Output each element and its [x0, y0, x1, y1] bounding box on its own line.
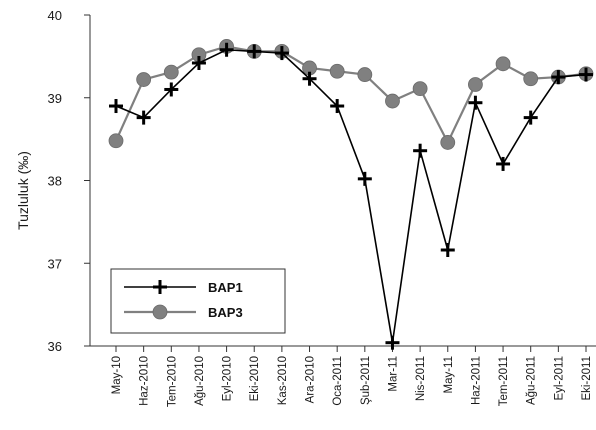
point-bap1	[219, 42, 234, 57]
point-bap3	[357, 67, 373, 82]
x-tick-label: Eki-2010	[249, 356, 261, 401]
point-bap1	[413, 143, 428, 158]
point-bap1	[496, 156, 511, 171]
x-tick-label: Kas-2010	[277, 356, 289, 405]
point-bap3	[523, 71, 539, 87]
point-bap1	[440, 243, 455, 258]
point-bap3	[440, 135, 456, 150]
x-tick-label: Eyl-2010	[222, 356, 234, 401]
x-axis: May-10 Haz-2010 Tem-2010 Ağu-2010 Eyl-2010 Ek…	[90, 345, 596, 407]
x-tick-label: Haz-2010	[139, 356, 151, 406]
point-bap1	[551, 70, 566, 85]
x-tick-label: Haz-2011	[470, 356, 482, 405]
x-tick-label: Ağu-2011	[526, 356, 538, 405]
y-axis: 36 37 38 39 40	[48, 8, 91, 354]
legend-label-bap1: BAP1	[208, 280, 243, 295]
legend-marker-bap3	[152, 304, 168, 320]
point-bap1	[385, 335, 400, 350]
legend-marker-bap1	[153, 280, 167, 294]
y-tick-label: 37	[48, 256, 62, 271]
point-bap1	[274, 46, 289, 61]
x-tick-label: Eki-2011	[581, 356, 593, 401]
x-tick-label: Tem-2010	[166, 356, 178, 407]
x-tick-label: May-11	[443, 356, 455, 394]
point-bap1	[164, 82, 179, 97]
point-bap1	[247, 44, 262, 59]
legend-box	[110, 268, 286, 334]
x-tick-label: Tem-2011	[498, 356, 510, 406]
point-bap1	[579, 67, 593, 82]
y-tick-label: 39	[48, 91, 62, 106]
point-bap3	[385, 93, 400, 109]
x-tick-label: Eyl-2011	[553, 356, 565, 401]
x-tick-label: Şub-2011	[360, 356, 372, 405]
point-bap3	[329, 63, 345, 79]
point-bap3	[468, 77, 483, 92]
point-bap3	[136, 72, 152, 87]
x-tick-label: Ara-2010	[305, 356, 317, 403]
legend: BAP1 BAP3	[110, 268, 286, 334]
point-bap1	[302, 71, 317, 86]
point-bap1	[109, 99, 123, 114]
series-line-bap1	[115, 48, 587, 343]
x-tick-label: Mar-11	[387, 356, 399, 392]
x-tick-label: Ağu-2010	[194, 356, 206, 406]
y-axis-title: Tuzluluk (‰)	[15, 151, 31, 230]
point-bap1	[468, 95, 483, 110]
x-tick-label: Nis-2011	[415, 356, 427, 401]
point-bap3	[495, 56, 511, 72]
point-bap3	[412, 81, 428, 97]
point-bap1	[191, 55, 206, 70]
point-bap1	[136, 110, 151, 125]
point-bap3	[163, 64, 179, 80]
series-line-bap3	[114, 45, 587, 145]
y-tick-label: 38	[48, 174, 62, 189]
point-bap1	[330, 99, 345, 114]
x-tick-label: Oca-2011	[332, 356, 344, 406]
point-bap3	[108, 133, 124, 149]
point-bap1	[523, 110, 538, 125]
x-tick-label: May-10	[111, 356, 123, 394]
series-layer	[108, 39, 594, 350]
point-bap1	[357, 171, 372, 186]
legend-label-bap3: BAP3	[208, 305, 243, 320]
y-tick-label: 36	[48, 339, 62, 354]
y-tick-label: 40	[48, 8, 62, 23]
